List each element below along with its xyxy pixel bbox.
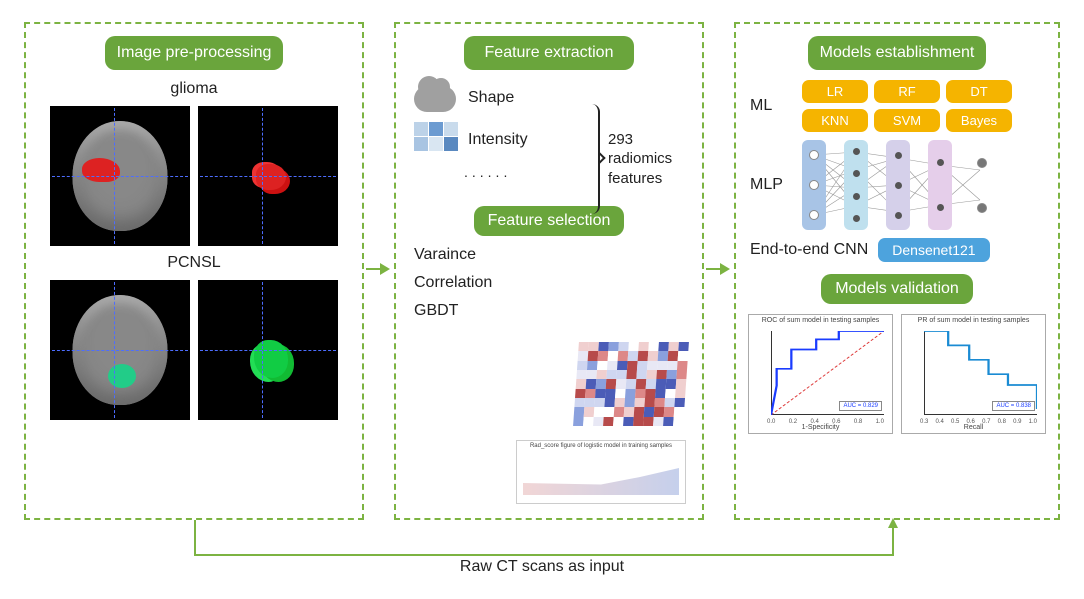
- brace-word1: radiomics: [608, 150, 672, 167]
- roc-title: ROC of sum model in testing samples: [749, 317, 892, 324]
- brace-word2: features: [608, 170, 662, 187]
- ml-row: ML LR RF DT KNN SVM Bayes: [750, 80, 1044, 132]
- panel-feature: Feature extraction Shape Intensity .....…: [394, 22, 704, 520]
- correlation-heatmap: [573, 342, 689, 426]
- cnn-label: End-to-end CNN: [750, 241, 868, 259]
- brace-293-features: 293 radiomics features: [590, 104, 688, 214]
- panel1-title: Image pre-processing: [105, 36, 284, 70]
- feature-selection-list: Varaince Correlation GBDT: [414, 246, 684, 320]
- pcnsl-mask: [198, 280, 338, 420]
- shape-icon: [414, 80, 456, 116]
- validation-plots: ROC of sum model in testing samples AUC …: [748, 314, 1046, 434]
- arrow-2: [706, 268, 728, 270]
- label-pcnsl: PCNSL: [26, 254, 362, 272]
- ml-tag: SVM: [874, 109, 940, 132]
- pr-ticks: 0.30.40.50.60.70.80.91.0: [920, 419, 1037, 425]
- bypass-line: [194, 520, 196, 554]
- ml-tags: LR RF DT KNN SVM Bayes: [802, 80, 1044, 132]
- panel-models: Models establishment ML LR RF DT KNN SVM Baye…: [734, 22, 1060, 520]
- pcnsl-row: [26, 280, 362, 420]
- ml-tag: DT: [946, 80, 1012, 103]
- bypass-line: [194, 554, 894, 556]
- roc-xlabel: 1-Specificity: [749, 424, 892, 431]
- bypass-label: Raw CT scans as input: [0, 558, 1084, 576]
- glioma-mask: [198, 106, 338, 246]
- cnn-tag: Densenet121: [878, 238, 989, 262]
- glioma-ct-scan: [50, 106, 190, 246]
- ml-label: ML: [750, 97, 792, 115]
- roc-plot: ROC of sum model in testing samples AUC …: [748, 314, 893, 434]
- glioma-row: [26, 106, 362, 246]
- ml-tag: RF: [874, 80, 940, 103]
- roc-ticks: 0.00.20.40.60.81.0: [767, 419, 884, 425]
- panel3-title-validation: Models validation: [821, 274, 973, 304]
- pcnsl-ct-scan: [50, 280, 190, 420]
- mlp-label: MLP: [750, 176, 792, 194]
- arrow-1: [366, 268, 388, 270]
- mlp-diagram: [802, 140, 992, 230]
- ml-tag: LR: [802, 80, 868, 103]
- pr-xlabel: Recall: [902, 424, 1045, 431]
- pr-auc: AUC = 0.838: [992, 401, 1035, 411]
- fs-gbdt: GBDT: [414, 302, 684, 320]
- fs-variance: Varaince: [414, 246, 684, 264]
- panel2-title-extraction: Feature extraction: [464, 36, 634, 70]
- brace-count: 293: [608, 131, 633, 148]
- panel3-title-establishment: Models establishment: [808, 36, 987, 70]
- pr-title: PR of sum model in testing samples: [902, 317, 1045, 324]
- panel-image-preprocessing: Image pre-processing glioma PCNSL: [24, 22, 364, 520]
- cnn-row: End-to-end CNN Densenet121: [750, 238, 1044, 262]
- bypass-arrowhead: [892, 520, 894, 554]
- mlp-row: MLP: [750, 140, 1044, 230]
- ml-tag: Bayes: [946, 109, 1012, 132]
- label-glioma: glioma: [26, 80, 362, 98]
- gbdt-plot: Rad_score figure of logistic model in tr…: [516, 440, 686, 504]
- ml-tag: KNN: [802, 109, 868, 132]
- gbdt-plot-title: Rad_score figure of logistic model in tr…: [517, 443, 685, 449]
- fs-correlation: Correlation: [414, 274, 684, 292]
- roc-auc: AUC = 0.829: [839, 401, 882, 411]
- pr-plot: PR of sum model in testing samples AUC =…: [901, 314, 1046, 434]
- intensity-icon: [414, 122, 456, 158]
